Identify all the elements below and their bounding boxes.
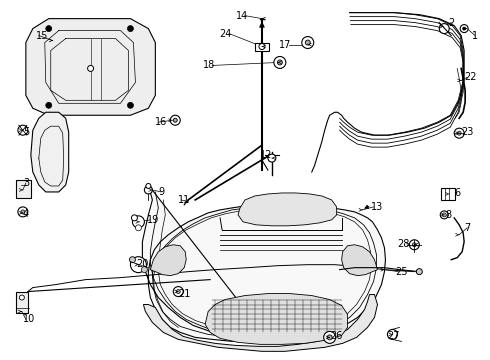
Circle shape xyxy=(146,184,151,189)
Circle shape xyxy=(21,210,25,214)
Text: 4: 4 xyxy=(23,209,29,219)
Text: 17: 17 xyxy=(279,40,292,50)
Text: 28: 28 xyxy=(397,239,409,249)
Circle shape xyxy=(277,60,282,65)
Circle shape xyxy=(305,40,310,45)
Text: 15: 15 xyxy=(36,31,48,41)
Circle shape xyxy=(442,213,446,217)
Circle shape xyxy=(88,66,94,71)
Text: 20: 20 xyxy=(136,259,149,269)
Text: 16: 16 xyxy=(155,117,168,127)
Text: 22: 22 xyxy=(464,72,477,82)
Text: 21: 21 xyxy=(178,289,191,298)
Circle shape xyxy=(454,128,464,138)
Text: 23: 23 xyxy=(461,127,473,137)
Circle shape xyxy=(409,240,419,250)
Text: 24: 24 xyxy=(220,28,232,39)
Circle shape xyxy=(463,27,466,30)
Polygon shape xyxy=(342,245,377,276)
Circle shape xyxy=(171,115,180,125)
Circle shape xyxy=(388,329,397,339)
Text: 14: 14 xyxy=(236,11,248,21)
Circle shape xyxy=(18,207,28,217)
Circle shape xyxy=(439,24,449,33)
Text: 1: 1 xyxy=(472,31,478,41)
Polygon shape xyxy=(238,193,337,226)
Text: 7: 7 xyxy=(464,223,470,233)
Circle shape xyxy=(259,44,265,50)
Polygon shape xyxy=(150,245,186,276)
Circle shape xyxy=(173,287,183,297)
Circle shape xyxy=(129,257,135,263)
Polygon shape xyxy=(26,19,155,115)
Circle shape xyxy=(142,267,147,273)
Text: 13: 13 xyxy=(370,202,383,212)
Text: 26: 26 xyxy=(331,332,343,341)
Circle shape xyxy=(18,125,28,135)
Circle shape xyxy=(135,225,142,231)
Text: 18: 18 xyxy=(203,60,215,71)
Circle shape xyxy=(46,26,52,32)
Text: 11: 11 xyxy=(178,195,191,205)
Circle shape xyxy=(132,216,145,228)
Bar xyxy=(16,180,31,198)
Circle shape xyxy=(274,57,286,68)
Circle shape xyxy=(416,269,422,275)
Circle shape xyxy=(46,102,52,108)
Circle shape xyxy=(130,257,147,273)
Bar xyxy=(16,292,28,314)
Circle shape xyxy=(327,335,332,340)
Circle shape xyxy=(176,289,180,293)
Circle shape xyxy=(457,131,461,135)
Text: 12: 12 xyxy=(260,150,272,160)
Polygon shape xyxy=(144,294,377,351)
Polygon shape xyxy=(31,112,69,192)
Circle shape xyxy=(302,37,314,49)
Circle shape xyxy=(20,295,25,300)
Text: 27: 27 xyxy=(388,332,400,341)
Text: 9: 9 xyxy=(158,187,165,197)
Text: 3: 3 xyxy=(23,178,29,188)
Text: 2: 2 xyxy=(448,18,454,28)
Text: 19: 19 xyxy=(147,215,160,225)
Circle shape xyxy=(413,243,416,247)
Text: 5: 5 xyxy=(23,127,29,137)
Circle shape xyxy=(127,26,133,32)
Circle shape xyxy=(440,211,448,219)
Circle shape xyxy=(324,332,336,343)
Bar xyxy=(255,42,269,50)
Circle shape xyxy=(173,118,177,122)
Text: 10: 10 xyxy=(23,314,35,324)
Text: 25: 25 xyxy=(395,267,408,276)
Circle shape xyxy=(268,154,276,162)
Circle shape xyxy=(460,24,468,32)
Polygon shape xyxy=(205,293,347,345)
Circle shape xyxy=(127,102,133,108)
Bar xyxy=(441,188,455,200)
Text: 8: 8 xyxy=(445,210,451,220)
Polygon shape xyxy=(143,185,386,341)
Circle shape xyxy=(131,215,137,221)
Circle shape xyxy=(145,186,152,194)
Text: 6: 6 xyxy=(454,188,460,198)
